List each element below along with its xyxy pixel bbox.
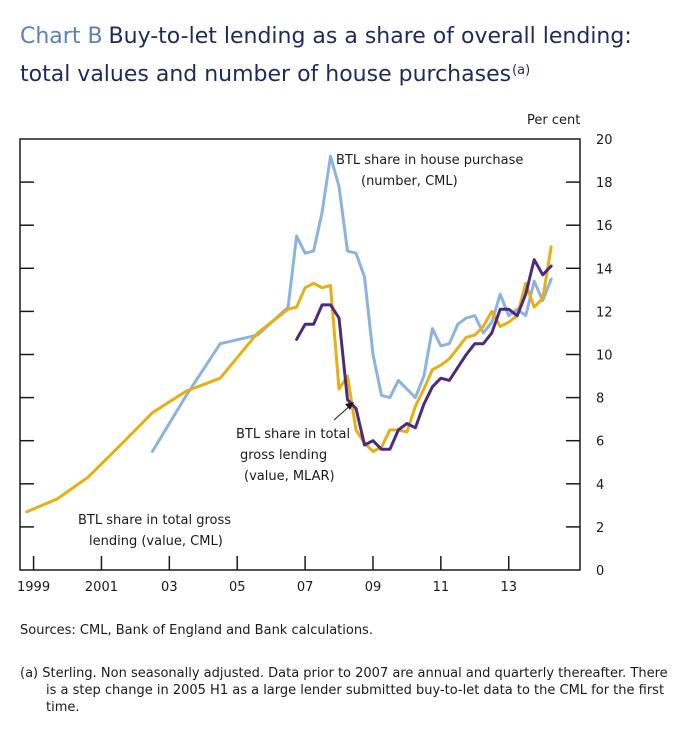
annotation-mlar-arrowhead: [345, 402, 354, 410]
x-tick-label: 09: [365, 580, 382, 595]
y-tick-label: 14: [596, 262, 613, 277]
annotation-house-purchase-line1: BTL share in house purchase: [336, 153, 523, 168]
y-tick-label: 10: [596, 349, 613, 364]
annotation-mlar-line2: gross lending: [240, 448, 327, 463]
y-tick-label: 8: [596, 392, 604, 407]
y-tick-label: 2: [596, 521, 604, 536]
annotation-mlar-line3: (value, MLAR): [244, 469, 335, 484]
series-line-2: [150, 154, 553, 453]
plot-frame: [19, 138, 581, 571]
y-tick-label: 18: [596, 176, 613, 191]
x-tick-label: 13: [500, 580, 517, 595]
sources-note: Sources: CML, Bank of England and Bank c…: [20, 623, 373, 638]
y-tick-label: 0: [596, 564, 604, 579]
y-tick-label: 16: [596, 219, 613, 234]
annotation-cml-value-line1: BTL share in total gross: [78, 513, 231, 528]
x-tick-label: 03: [161, 580, 178, 595]
y-tick-label: 4: [596, 478, 604, 493]
y-tick-label: 20: [596, 133, 613, 148]
annotation-house-purchase-line2: (number, CML): [361, 174, 458, 189]
title-line-2: total values and number of house purchas…: [20, 62, 512, 87]
x-tick-label: 1999: [17, 580, 50, 595]
x-tick-label: 05: [229, 580, 246, 595]
line-chart: 0 2 4 6 8 10 12 14 16 18 20 1999 2001 03 05 07 09 11 13 BT…: [17, 133, 613, 595]
x-tick-label: 2001: [85, 580, 118, 595]
x-tick-label: 07: [297, 580, 314, 595]
annotation-mlar-line1: BTL share in total: [236, 427, 350, 442]
y-axis-unit-label: Per cent: [527, 113, 581, 128]
y-tick-label: 6: [596, 435, 604, 450]
title-footnote-marker: (a): [512, 63, 531, 78]
title-line-1: Buy-to-let lending as a share of overall…: [108, 24, 632, 49]
x-tick-label: 11: [433, 580, 450, 595]
footnote: (a) Sterling. Non seasonally adjusted. D…: [20, 666, 668, 715]
y-tick-label: 12: [596, 305, 613, 320]
annotation-cml-value-line2: lending (value, CML): [89, 534, 223, 549]
series-line-1: [295, 258, 553, 451]
chart-number: Chart B: [20, 24, 103, 49]
chart-title: Chart B Buy-to-let lending as a share of …: [20, 20, 690, 92]
